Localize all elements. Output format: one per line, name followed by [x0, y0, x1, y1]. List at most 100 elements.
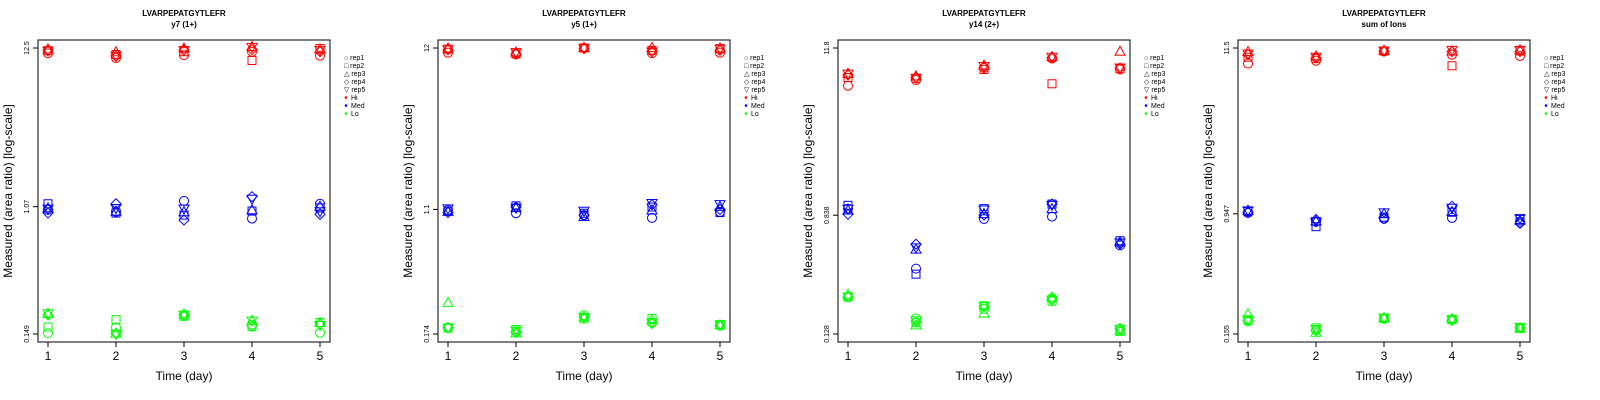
legend-color-med: Med	[1151, 103, 1165, 110]
x-tick-label: 3	[581, 349, 588, 363]
point-hi-rep3-day-4	[246, 40, 258, 51]
point-hi-rep5-day-5	[714, 44, 726, 56]
point-med-rep1-day-2	[911, 263, 921, 274]
point-med-rep1-day-2	[511, 208, 521, 219]
legend-shape-rep3: △ rep3	[344, 71, 365, 78]
point-hi-rep5-day-4	[246, 42, 258, 54]
point-lo-rep1-day-5	[315, 327, 325, 338]
point-hi-rep5-day-2	[1310, 52, 1322, 64]
point-lo-rep3-day-5	[714, 318, 726, 330]
point-hi-rep2-day-5	[715, 44, 725, 54]
legend-dot-lo	[1144, 112, 1148, 115]
chart-subtitle: sum of Ions	[1362, 20, 1407, 29]
x-tick-label: 3	[981, 349, 988, 363]
point-med-rep2-day-2	[911, 269, 921, 279]
point-lo-rep3-day-3	[178, 308, 190, 319]
point-hi-rep5-day-1	[842, 69, 854, 81]
point-med-rep4-day-1	[442, 206, 454, 219]
x-tick-label: 1	[845, 349, 852, 363]
legend-shape-rep4: ◇ rep4	[1544, 79, 1565, 86]
point-lo-rep1-day-1	[43, 328, 53, 339]
point-hi-rep1-day-5	[1515, 50, 1525, 61]
y-axis-label: Measured (area ratio) [log-scale]	[1, 104, 15, 277]
point-med-rep4-day-4	[246, 190, 258, 203]
y-tick-label: 0.155	[1224, 325, 1231, 343]
point-med-rep3-day-4	[246, 203, 258, 215]
point-lo-rep5-day-3	[1378, 313, 1390, 325]
point-hi-rep3-day-4	[646, 41, 658, 52]
point-med-rep4-day-2	[110, 198, 122, 210]
point-lo-rep3-day-3	[1378, 311, 1390, 323]
point-hi-rep5-day-2	[110, 51, 122, 63]
legend-dot-lo	[344, 112, 348, 115]
point-lo-rep5-day-4	[246, 316, 258, 328]
x-tick-label: 1	[45, 349, 52, 363]
chart-panel-1: LVARPEPATGYTLEFR y7 (1+) 1 2 3 4 5 0.149 1.07 12.…	[0, 0, 400, 400]
point-med-rep3-day-4	[1446, 205, 1458, 217]
point-med-rep5-day-3	[978, 205, 990, 217]
x-tick-label: 4	[249, 349, 256, 363]
point-med-rep5-day-2	[1310, 217, 1322, 228]
x-axis-label: Time (day)	[1356, 369, 1413, 383]
point-med-rep4-day-5	[314, 208, 326, 221]
point-hi-rep5-day-4	[646, 47, 658, 59]
legend-color-lo: Lo	[751, 111, 759, 118]
point-lo-rep5-day-1	[442, 323, 454, 335]
point-med-rep3-day-4	[1046, 202, 1058, 214]
point-hi-rep4-day-1	[42, 44, 54, 56]
point-med-rep5-day-5	[1114, 238, 1126, 250]
point-lo-rep5-day-4	[1446, 315, 1458, 326]
point-hi-rep5-day-4	[1446, 45, 1458, 57]
point-lo-rep5-day-4	[1046, 295, 1058, 307]
y-tick-label: 0.174	[424, 325, 431, 343]
point-hi-rep4-day-4	[246, 43, 258, 56]
legend-dot-med	[1144, 104, 1148, 107]
point-med-rep4-day-3	[578, 209, 590, 221]
chart-title: LVARPEPATGYTLEFR	[942, 9, 1026, 18]
legend-color-med: Med	[751, 103, 765, 110]
point-hi-rep3-day-5	[1114, 45, 1126, 56]
point-med-rep5-day-4	[246, 194, 258, 206]
chart-3-svg: LVARPEPATGYTLEFR y14 (2+) 1 2 3 4 5 0.128 0.838 1…	[801, 9, 1165, 383]
point-hi-rep2-day-4	[1047, 79, 1057, 89]
legend-dot-hi	[744, 96, 748, 99]
point-lo-rep3-day-1	[442, 296, 454, 307]
point-lo-rep5-day-1	[42, 309, 54, 320]
point-hi-rep3-day-3	[578, 41, 590, 52]
y-tick-label: 11.8	[824, 41, 831, 54]
point-med-rep5-day-2	[910, 243, 922, 254]
point-med-rep3-day-1	[42, 201, 54, 213]
legend-shape-rep1: ○ rep1	[344, 55, 364, 62]
legend-dot-med	[1544, 104, 1548, 107]
y-tick-label: 0.838	[824, 206, 831, 224]
y-tick-label: 0.128	[824, 325, 831, 343]
legend-shape-rep1: ○ rep1	[1544, 55, 1564, 62]
x-tick-label: 2	[113, 349, 120, 363]
point-lo-rep5-day-5	[1114, 324, 1126, 336]
point-med-rep3-day-1	[442, 205, 454, 216]
point-med-rep1-day-1	[43, 204, 53, 215]
chart-title: LVARPEPATGYTLEFR	[542, 9, 626, 18]
point-med-rep5-day-2	[110, 204, 122, 215]
point-hi-rep3-day-4	[1046, 50, 1058, 62]
legend-dot-hi	[1544, 96, 1548, 99]
point-hi-rep3-day-1	[42, 43, 54, 54]
chart-subtitle: y7 (1+)	[171, 20, 197, 29]
point-med-rep4-day-4	[1046, 198, 1058, 210]
chart-panel-2: LVARPEPATGYTLEFR y5 (1+) 1 2 3 4 5 0.174 1.1 12 Ti…	[400, 0, 800, 400]
point-med-rep4-day-1	[42, 207, 54, 219]
chart-panel-4: LVARPEPATGYTLEFR sum of Ions 1 2 3 4 5 0.155 0.9…	[1200, 0, 1600, 400]
point-lo-rep5-day-2	[1310, 324, 1322, 336]
point-med-rep5-day-3	[578, 206, 590, 218]
y-axis-label: Measured (area ratio) [log-scale]	[401, 104, 415, 277]
point-med-rep2-day-2	[1311, 222, 1321, 232]
point-lo-rep3-day-3	[578, 310, 590, 322]
point-lo-rep5-day-1	[842, 292, 854, 303]
point-hi-rep2-day-4	[247, 55, 257, 65]
point-lo-rep5-day-1	[1242, 315, 1254, 326]
point-hi-rep5-day-3	[1378, 46, 1390, 57]
x-axis-label: Time (day)	[956, 369, 1013, 383]
y-tick-label: 0.149	[24, 325, 31, 343]
point-lo-rep5-day-2	[510, 326, 522, 337]
